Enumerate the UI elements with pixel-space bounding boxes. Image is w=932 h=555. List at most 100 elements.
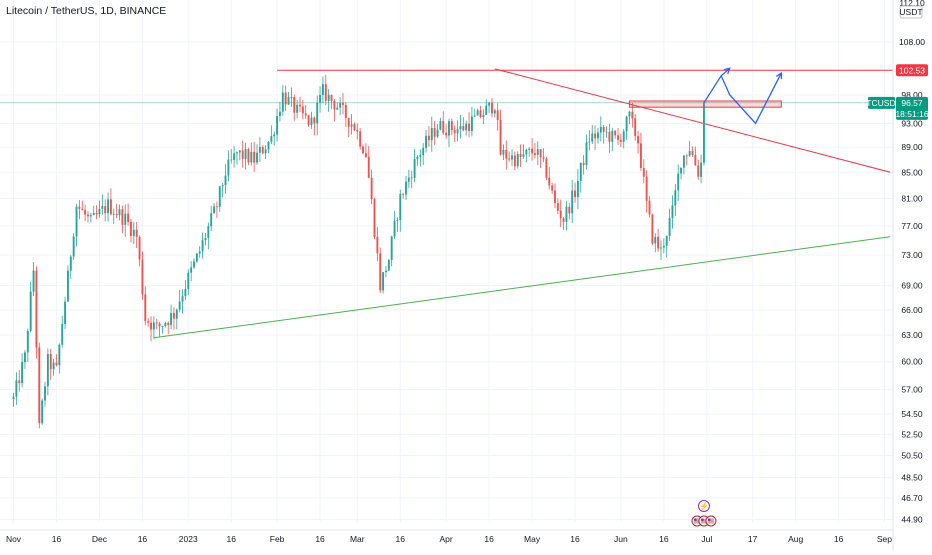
time-tick-label: Mar	[350, 534, 365, 544]
candle-body	[66, 270, 69, 302]
time-tick-label: 16	[227, 534, 237, 544]
candle-body	[605, 131, 608, 133]
candle-body	[152, 322, 155, 330]
candle-body	[109, 199, 112, 215]
candle-body	[187, 272, 190, 289]
candle-body	[193, 261, 195, 268]
candle-body	[135, 229, 138, 237]
candle-body	[238, 150, 241, 153]
candle-body	[364, 153, 367, 157]
candle-body	[614, 130, 617, 136]
candle-body	[233, 153, 236, 160]
candle-body	[218, 186, 221, 207]
candle-body	[419, 155, 422, 157]
us-flag-canton	[700, 518, 704, 521]
candle-body	[49, 354, 52, 370]
drawing-layer	[0, 68, 893, 339]
resistance-trendline[interactable]	[494, 68, 891, 173]
candle-body	[639, 143, 642, 169]
candle-body	[462, 125, 465, 131]
us-flag-stripes	[693, 518, 700, 524]
candle-body	[516, 153, 519, 167]
candle-body	[407, 177, 410, 182]
time-tick-label: 16	[52, 534, 62, 544]
time-tick-label: Nov	[6, 534, 22, 544]
candle-body	[393, 220, 396, 237]
candle-body	[677, 173, 680, 191]
time-tick-label: 16	[138, 534, 148, 544]
candle-body	[207, 226, 210, 239]
candle-body	[554, 190, 556, 204]
candle-body	[78, 206, 81, 209]
lightning-glyph: ⚡	[699, 501, 709, 511]
candle-body	[473, 115, 476, 117]
price-tick-label: 57.00	[901, 385, 923, 395]
candle-body	[445, 132, 448, 136]
candle-body	[344, 104, 347, 119]
candle-body	[680, 167, 682, 174]
price-tick-label: 60.00	[901, 357, 923, 367]
candle-body	[674, 190, 677, 206]
candle-body	[115, 213, 118, 216]
currency-select[interactable]	[899, 5, 923, 19]
candle-body	[64, 301, 67, 325]
candle-body	[342, 102, 344, 105]
candle-body	[250, 151, 253, 163]
candle-body	[591, 133, 594, 142]
candle-body	[244, 149, 247, 159]
price-tick-label: 89.00	[901, 142, 923, 152]
time-tick-label: 16	[570, 534, 580, 544]
candle-body	[321, 84, 324, 95]
resistance-zone-rect[interactable]	[628, 100, 782, 108]
candle-body	[436, 129, 439, 137]
candle-body	[333, 101, 336, 110]
candle-body	[52, 362, 55, 370]
candle-body	[585, 142, 588, 166]
candle-body	[170, 312, 173, 325]
candle-body	[367, 156, 370, 178]
candle-body	[350, 124, 353, 127]
time-tick-label: Feb	[270, 534, 285, 544]
candle-body	[416, 156, 419, 160]
candle-body	[453, 130, 456, 134]
candle-body	[81, 208, 84, 211]
candle-body	[12, 396, 15, 400]
candle-body	[264, 149, 267, 154]
projection-path-lower[interactable]	[720, 72, 782, 125]
candle-body	[682, 155, 685, 168]
candle-body	[582, 162, 585, 166]
candle-body	[703, 102, 705, 163]
candle-body	[210, 213, 213, 227]
candle-body	[396, 220, 399, 221]
candle-body	[499, 120, 502, 155]
candle-body	[132, 229, 135, 236]
candle-body	[253, 151, 256, 163]
candle-body	[634, 118, 637, 137]
candle-body	[138, 236, 141, 260]
candle-body	[568, 206, 571, 214]
candle-body	[72, 236, 75, 257]
candle-body	[671, 205, 674, 219]
candle-body	[164, 322, 167, 327]
candle-body	[293, 96, 296, 113]
candle-body	[241, 150, 244, 159]
candle-body	[112, 213, 115, 215]
candle-body	[58, 344, 61, 366]
candle-body	[247, 149, 250, 163]
price-axis-panel[interactable]	[893, 0, 932, 550]
lightning-icon[interactable]	[697, 500, 710, 512]
candle-body	[167, 322, 170, 325]
candle-body	[98, 208, 101, 215]
candle-body	[654, 236, 657, 244]
time-tick-label: 16	[834, 534, 844, 544]
candle-body	[224, 175, 227, 186]
candle-body	[502, 149, 505, 155]
support-trendline[interactable]	[153, 236, 891, 339]
us-flag-stripes	[707, 518, 714, 524]
symbol-label: LTCUSDT	[862, 98, 901, 108]
price-tick-label: 48.50	[901, 472, 923, 482]
candle-body	[161, 326, 164, 327]
time-tick-label: Jun	[614, 534, 628, 544]
candle-body	[44, 386, 46, 401]
